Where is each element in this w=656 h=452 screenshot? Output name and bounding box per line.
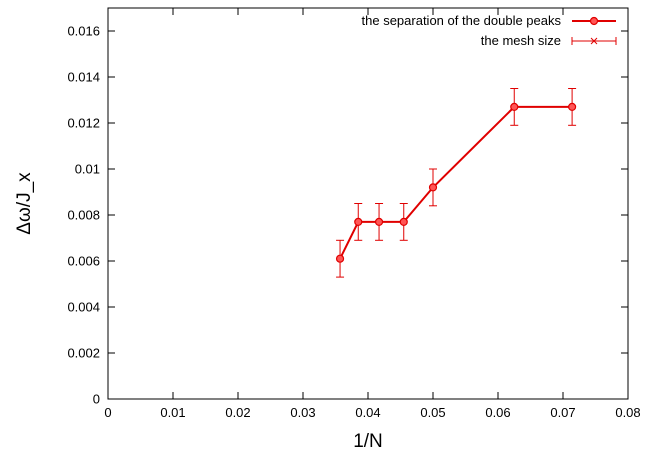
y-tick-label-4: 0.008 [67,208,100,223]
data-point-5 [510,102,519,112]
x-axis-label-text: 1/N [353,431,383,452]
legend-marker-0 [589,16,599,26]
x-tick-label-8: 0.08 [615,405,640,420]
plot-frame [107,7,629,400]
legend-entry-0-label: the separation of the double peaks [362,13,562,28]
error-bars [336,88,577,278]
y-tick-label-0: 0 [93,392,100,407]
x-tick-label-4: 0.04 [355,405,380,420]
legend-cross-b-1 [590,37,598,45]
y-tick-label-5: 0.01 [75,162,100,177]
y-axis-label: Δω/J_x [14,172,35,235]
series-lines [339,105,573,260]
x-tick-label-1: 0.01 [160,405,185,420]
x-axis-label: 1/N [353,431,383,452]
data-point-0 [335,254,345,263]
y-tick-label-6: 0.012 [67,116,100,131]
y-tick-label-2: 0.004 [67,300,100,315]
legend-entry-0-symbol [572,16,616,26]
x-tick-label-3: 0.03 [290,405,315,420]
data-point-3 [399,217,408,226]
y-tick-label-8: 0.016 [67,24,100,39]
legend: the separation of the double peaks the m… [362,13,617,48]
series-line-0 [339,105,573,260]
x-tick-label-6: 0.06 [485,405,510,420]
data-point-1 [354,217,363,226]
axis-ticks [107,8,629,400]
data-point-2 [374,217,384,226]
data-point-6 [567,102,577,112]
x-tick-label-0: 0 [104,405,111,420]
legend-entry-1-symbol [571,37,617,45]
x-tick-label-2: 0.02 [225,405,250,420]
x-tick-label-7: 0.07 [550,405,575,420]
data-markers [335,102,577,263]
y-axis-label-text: Δω/J_x [14,172,35,235]
y-tick-label-3: 0.006 [67,254,100,269]
legend-entry-1-label: the mesh size [481,33,561,48]
y-tick-label-7: 0.014 [67,70,100,85]
x-tick-label-5: 0.05 [420,405,445,420]
data-point-4 [428,183,438,192]
y-tick-label-1: 0.002 [67,346,100,361]
tick-labels: 0 0.01 0.02 0.03 0.04 0.05 0.06 0.07 0.08 0 0.002 0… [67,24,640,421]
